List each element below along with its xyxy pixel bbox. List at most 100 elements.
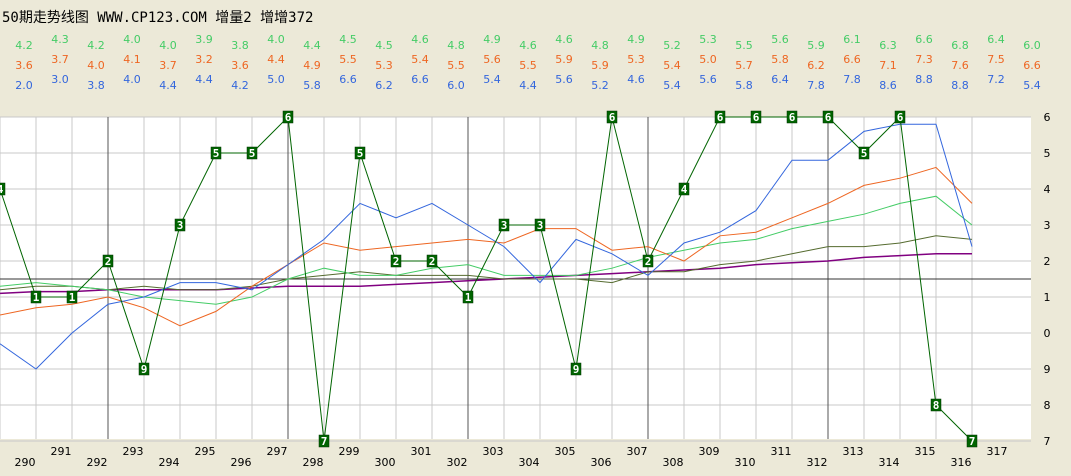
point-marker bbox=[606, 110, 618, 124]
stat-blue-value: 6.6 bbox=[339, 73, 357, 86]
data-point: 9 bbox=[138, 362, 150, 376]
stat-blue-value: 3.8 bbox=[87, 79, 105, 92]
point-marker bbox=[498, 218, 510, 232]
point-label: 8 bbox=[933, 399, 940, 412]
y-tick-label: 0 bbox=[1044, 327, 1051, 340]
stat-orange-value: 5.4 bbox=[663, 59, 681, 72]
x-tick-label: 299 bbox=[339, 445, 360, 458]
point-label: 6 bbox=[897, 111, 904, 124]
stat-green-value: 4.3 bbox=[51, 33, 69, 46]
point-label: 6 bbox=[609, 111, 616, 124]
stat-blue-value: 5.0 bbox=[267, 73, 285, 86]
stat-orange-value: 3.6 bbox=[15, 59, 33, 72]
stat-green-value: 4.2 bbox=[15, 39, 33, 52]
stat-green-value: 4.5 bbox=[339, 33, 357, 46]
point-marker bbox=[966, 434, 978, 448]
y-tick-label: 3 bbox=[1044, 219, 1051, 232]
stat-green-value: 6.1 bbox=[843, 33, 861, 46]
x-tick-label: 310 bbox=[735, 456, 756, 469]
stat-blue-value: 5.6 bbox=[699, 73, 717, 86]
stat-orange-value: 7.1 bbox=[879, 59, 897, 72]
data-point: 8 bbox=[930, 398, 942, 412]
y-tick-label: 8 bbox=[1044, 399, 1051, 412]
point-marker bbox=[390, 254, 402, 268]
stat-green-value: 4.6 bbox=[555, 33, 573, 46]
stat-blue-value: 5.4 bbox=[663, 79, 681, 92]
stat-green-value: 4.2 bbox=[87, 39, 105, 52]
stat-orange-value: 4.9 bbox=[303, 59, 321, 72]
point-marker bbox=[318, 434, 330, 448]
stat-blue-value: 4.4 bbox=[519, 79, 537, 92]
data-point: 1 bbox=[462, 290, 474, 304]
point-label: 5 bbox=[249, 147, 256, 160]
x-tick-label: 315 bbox=[915, 445, 936, 458]
point-marker bbox=[822, 110, 834, 124]
stat-blue-value: 8.8 bbox=[915, 73, 933, 86]
point-label: 3 bbox=[177, 219, 184, 232]
average-series-line-4 bbox=[0, 235, 973, 291]
stat-orange-value: 5.7 bbox=[735, 59, 753, 72]
x-tick-label: 297 bbox=[267, 445, 288, 458]
stat-green-value: 6.6 bbox=[915, 33, 933, 46]
point-marker bbox=[102, 254, 114, 268]
x-tick-label: 304 bbox=[519, 456, 540, 469]
data-point: 6 bbox=[606, 110, 618, 124]
x-tick-label: 298 bbox=[303, 456, 324, 469]
x-tick-label: 295 bbox=[195, 445, 216, 458]
data-point: 6 bbox=[786, 110, 798, 124]
x-tick-label: 314 bbox=[879, 456, 900, 469]
data-point: 2 bbox=[426, 254, 438, 268]
stat-blue-value: 4.0 bbox=[123, 73, 141, 86]
stat-green-value: 3.8 bbox=[231, 39, 249, 52]
x-tick-label: 303 bbox=[483, 445, 504, 458]
x-tick-label: 308 bbox=[663, 456, 684, 469]
stat-orange-value: 7.3 bbox=[915, 53, 933, 66]
stat-blue-value: 7.8 bbox=[843, 73, 861, 86]
data-point: 6 bbox=[822, 110, 834, 124]
stat-green-value: 6.8 bbox=[951, 39, 969, 52]
stat-blue-value: 6.4 bbox=[771, 73, 789, 86]
stat-green-value: 4.4 bbox=[303, 39, 321, 52]
chart-title: 50期走势线图 WWW.CP123.COM 增量2 增增372 bbox=[2, 10, 313, 26]
point-marker bbox=[0, 182, 6, 196]
data-point: 7 bbox=[318, 434, 330, 448]
point-label: 1 bbox=[69, 291, 76, 304]
point-label: 2 bbox=[393, 255, 400, 268]
point-label: 6 bbox=[285, 111, 292, 124]
data-point: 5 bbox=[354, 146, 366, 160]
point-marker bbox=[858, 146, 870, 160]
point-label: 6 bbox=[753, 111, 760, 124]
x-tick-label: 301 bbox=[411, 445, 432, 458]
stat-blue-value: 7.2 bbox=[987, 73, 1005, 86]
x-tick-label: 291 bbox=[51, 445, 72, 458]
point-marker bbox=[786, 110, 798, 124]
stat-blue-value: 5.4 bbox=[1023, 79, 1041, 92]
grid bbox=[0, 116, 1031, 442]
point-marker bbox=[30, 290, 42, 304]
x-tick-label: 309 bbox=[699, 445, 720, 458]
stat-green-value: 6.3 bbox=[879, 39, 897, 52]
main-series-points: 4 1 1 2 9 3 5 5 6 7 5 2 2 1 3 3 9 6 2 4 6 6 6 6 5 6 8 7 bbox=[0, 110, 978, 448]
stat-green-value: 5.5 bbox=[735, 39, 753, 52]
stat-orange-value: 5.4 bbox=[411, 53, 429, 66]
stat-green-value: 4.8 bbox=[591, 39, 609, 52]
stat-blue-value: 5.2 bbox=[591, 79, 609, 92]
point-marker bbox=[282, 110, 294, 124]
point-marker bbox=[534, 218, 546, 232]
data-point: 5 bbox=[858, 146, 870, 160]
point-marker bbox=[642, 254, 654, 268]
x-tick-label: 292 bbox=[87, 456, 108, 469]
point-label: 9 bbox=[573, 363, 580, 376]
data-point: 5 bbox=[246, 146, 258, 160]
stat-blue-value: 4.4 bbox=[195, 73, 213, 86]
stat-blue-value: 8.8 bbox=[951, 79, 969, 92]
stat-orange-value: 5.6 bbox=[483, 53, 501, 66]
point-marker bbox=[210, 146, 222, 160]
point-label: 4 bbox=[0, 183, 4, 196]
stat-orange-value: 3.2 bbox=[195, 53, 213, 66]
series-lines bbox=[0, 115, 973, 442]
data-point: 3 bbox=[498, 218, 510, 232]
point-marker bbox=[894, 110, 906, 124]
stat-orange-value: 5.5 bbox=[447, 59, 465, 72]
